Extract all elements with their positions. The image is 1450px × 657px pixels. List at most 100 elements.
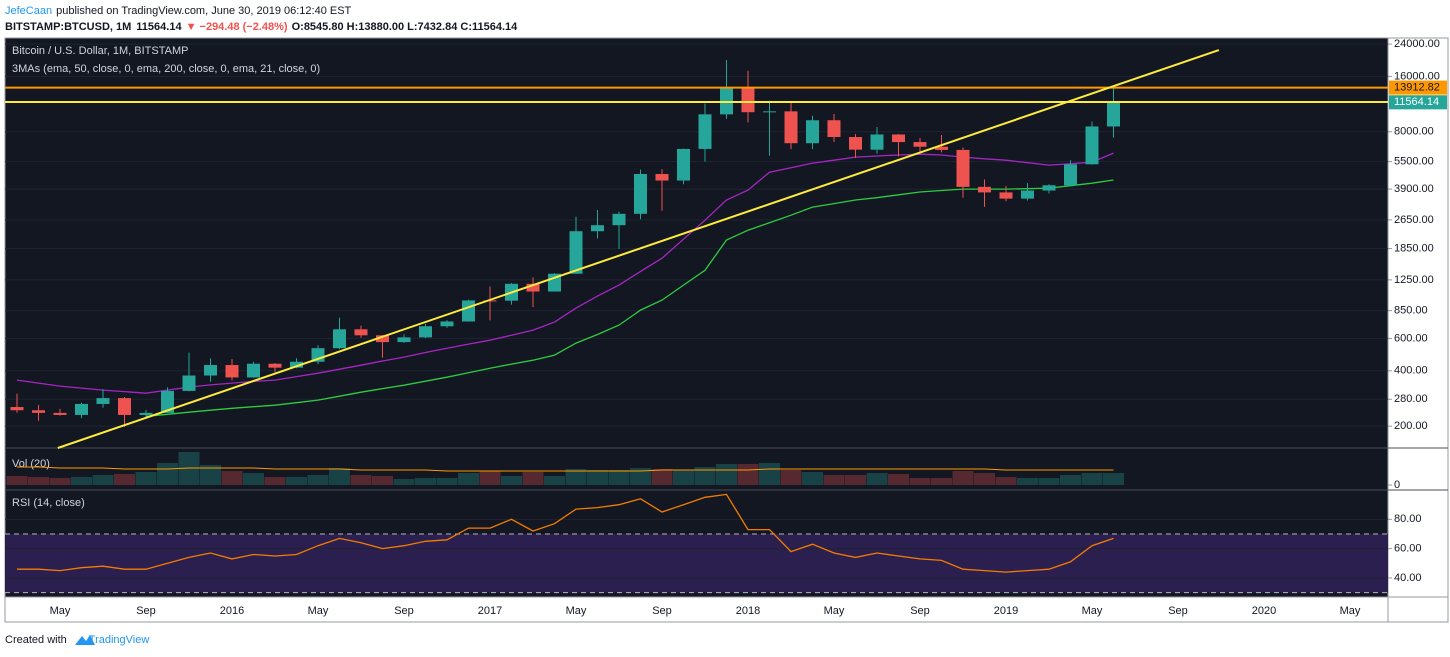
volume-bar <box>71 477 92 485</box>
candle-body <box>225 365 239 378</box>
candle-body <box>419 326 432 338</box>
volume-bar <box>651 469 673 485</box>
candle-body <box>634 174 647 214</box>
x-tick-label: Sep <box>910 605 930 617</box>
volume-bar <box>1060 475 1081 485</box>
candle-body <box>397 337 411 343</box>
candle-body <box>96 398 110 404</box>
moving-average <box>145 179 1114 417</box>
volume-bar <box>157 463 178 485</box>
x-tick-label: Sep <box>394 605 414 617</box>
y-tick-label: 2650.00 <box>1394 214 1434 226</box>
y-tick-label: 8000.00 <box>1394 126 1434 138</box>
candle-body <box>827 120 841 138</box>
x-tick-label: 2020 <box>1252 605 1276 617</box>
candle-body <box>999 192 1013 199</box>
trend-line <box>57 49 1220 449</box>
candle-body <box>526 283 540 292</box>
candle-body <box>204 365 217 376</box>
price-label-box <box>1389 80 1447 95</box>
volume-bar <box>694 467 716 485</box>
volume-bar <box>565 469 587 485</box>
volume-title: Vol (20) <box>12 458 50 470</box>
candle-body <box>956 149 970 187</box>
volume-bar <box>995 477 1017 485</box>
volume-bar <box>200 465 221 485</box>
volume-bar <box>909 478 931 485</box>
candle-body <box>892 134 905 143</box>
candle-body <box>806 120 819 144</box>
y-tick-label: 40.00 <box>1394 572 1422 584</box>
volume-bar <box>974 473 995 485</box>
header-line: BITSTAMP:BTCUSD, 1M 11564.14 ▼ −294.48 (−2… <box>5 21 518 33</box>
volume-bar <box>264 477 286 485</box>
candle-body <box>247 363 260 378</box>
candle-body <box>1042 185 1056 191</box>
y-tick-label: 24000.00 <box>1394 38 1440 50</box>
volume-bar <box>587 470 608 485</box>
y-tick-label: 400.00 <box>1394 365 1428 377</box>
x-tick-label: May <box>1082 605 1103 617</box>
volume-bar <box>1103 473 1124 485</box>
volume-bar <box>1017 478 1038 485</box>
symbol: BITSTAMP:BTCUSD, 1M <box>5 21 131 33</box>
candle-body <box>591 225 604 232</box>
footer-created: Created with <box>5 634 67 646</box>
footer-brand[interactable]: TradingView <box>89 634 150 646</box>
y-tick-label: 5500.00 <box>1394 156 1434 168</box>
candle-body <box>677 148 690 181</box>
candle-body <box>1021 190 1034 199</box>
volume-bar <box>522 472 544 485</box>
volume-bar <box>135 472 157 485</box>
last-price-label: 11564.14 <box>1394 96 1439 108</box>
volume-bar <box>350 475 372 485</box>
volume-bar <box>866 473 888 485</box>
candle-body <box>462 300 475 322</box>
candle-body <box>1085 126 1099 165</box>
header-line: JefeCaan published on TradingView.com, Ju… <box>5 5 352 17</box>
candle-body <box>849 137 862 150</box>
candle-body <box>440 321 454 327</box>
x-tick-label: 2016 <box>220 605 244 617</box>
volume-bar <box>221 471 243 485</box>
author[interactable]: JefeCaan <box>5 5 52 17</box>
frame <box>4 37 1449 623</box>
candle-body <box>784 111 798 144</box>
indicator-title: 3MAs (ema, 50, close, 0, ema, 200, close… <box>12 63 320 75</box>
volume-bar <box>630 468 651 485</box>
header-price: 11564.14 <box>136 21 182 33</box>
x-tick-label: 2019 <box>994 605 1018 617</box>
x-tick-label: 2017 <box>478 605 502 617</box>
rsi-band <box>5 533 1388 593</box>
published: published on TradingView.com, June 30, 2… <box>56 5 351 17</box>
x-tick-label: 2018 <box>736 605 760 617</box>
candle-body <box>698 114 712 149</box>
volume-bar <box>759 463 780 485</box>
candle-body <box>913 142 927 147</box>
main-plot <box>5 59 1388 427</box>
volume-bar <box>931 478 952 485</box>
last-price-box <box>1389 95 1447 110</box>
volume-bar <box>845 475 866 485</box>
x-tick-label: May <box>566 605 587 617</box>
y-tick-label: 3900.00 <box>1394 183 1434 195</box>
candle-body <box>75 403 88 415</box>
candle-body <box>139 412 153 415</box>
header-change: ▼ −294.48 (−2.48%) <box>186 21 288 33</box>
y-tick-label: 600.00 <box>1394 332 1428 344</box>
candle-body <box>763 111 776 113</box>
volume-bar <box>1038 478 1060 485</box>
candle-body <box>569 231 583 274</box>
volume-bar <box>243 473 264 485</box>
y-tick-label: 200.00 <box>1394 420 1428 432</box>
candle-body <box>290 361 303 368</box>
volume-bar <box>823 475 845 485</box>
x-tick-label: May <box>1340 605 1361 617</box>
volume-bar <box>92 475 114 485</box>
brand-logo <box>75 635 95 645</box>
candle-body <box>741 87 755 113</box>
volume-bar <box>802 472 823 485</box>
plot-background <box>5 38 1388 597</box>
y-tick-label: 80.00 <box>1394 513 1422 525</box>
